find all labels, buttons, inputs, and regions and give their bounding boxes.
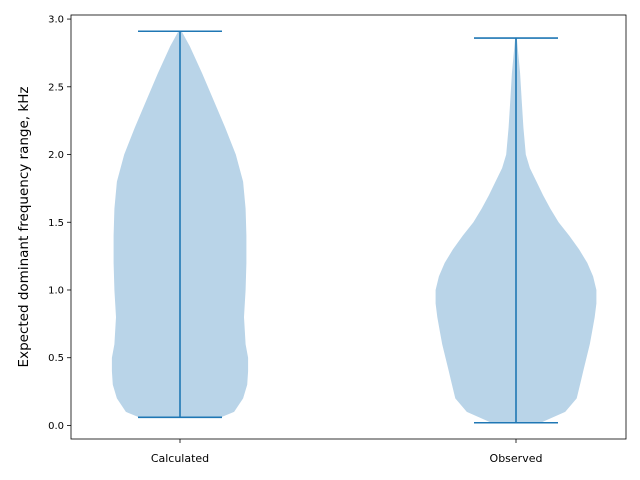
x-tick-label-observed: Observed (490, 452, 543, 465)
y-axis-title: Expected dominant frequency range, kHz (16, 87, 32, 368)
y-tick-label: 2.0 (48, 150, 64, 161)
x-tick-label-calculated: Calculated (151, 452, 209, 465)
axes-layer: 0.0 0.5 1.0 1.5 2.0 2.5 3.0 Calculated Observed (48, 15, 542, 465)
stat-lines-layer (138, 30, 558, 424)
y-tick-label: 3.0 (48, 15, 64, 26)
plot-frame (70, 14, 627, 440)
y-tick-label: 1.0 (48, 285, 64, 296)
y-tick-label: 0.5 (48, 353, 64, 364)
y-tick-label: 0.0 (48, 421, 64, 432)
y-tick-label: 2.5 (48, 82, 64, 93)
y-tick-label: 1.5 (48, 218, 64, 229)
violin-layer (111, 31, 597, 423)
